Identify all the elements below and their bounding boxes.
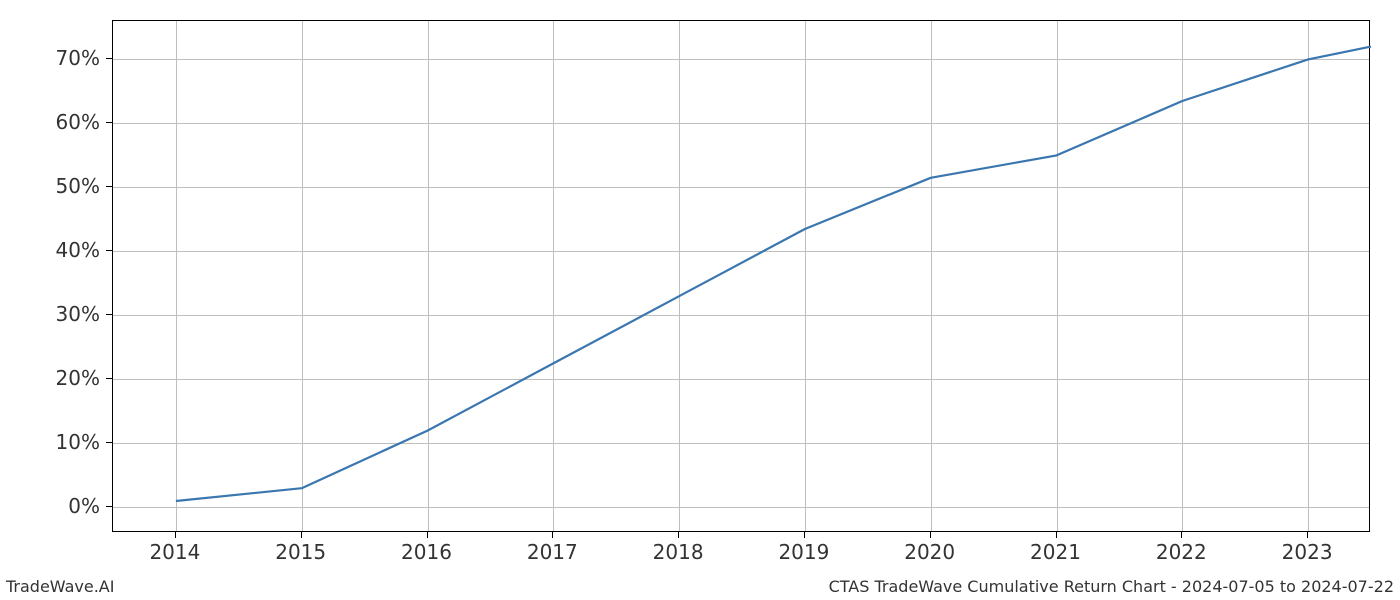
x-tick-label: 2016 bbox=[401, 540, 452, 564]
y-tick-mark bbox=[106, 122, 112, 123]
footer-caption: CTAS TradeWave Cumulative Return Chart -… bbox=[829, 577, 1394, 596]
x-tick-label: 2023 bbox=[1282, 540, 1333, 564]
series-line-cumulative-return bbox=[176, 47, 1371, 501]
y-tick-label: 10% bbox=[56, 430, 100, 454]
y-tick-mark bbox=[106, 250, 112, 251]
y-tick-mark bbox=[106, 442, 112, 443]
x-tick-mark bbox=[1307, 532, 1308, 538]
y-tick-label: 0% bbox=[68, 494, 100, 518]
x-tick-mark bbox=[552, 532, 553, 538]
y-tick-mark bbox=[106, 186, 112, 187]
y-tick-label: 30% bbox=[56, 302, 100, 326]
x-tick-label: 2022 bbox=[1156, 540, 1207, 564]
x-tick-label: 2014 bbox=[149, 540, 200, 564]
y-tick-label: 40% bbox=[56, 238, 100, 262]
x-tick-mark bbox=[930, 532, 931, 538]
x-tick-mark bbox=[175, 532, 176, 538]
x-tick-mark bbox=[1056, 532, 1057, 538]
x-tick-label: 2015 bbox=[275, 540, 326, 564]
y-tick-label: 20% bbox=[56, 366, 100, 390]
series-svg bbox=[113, 21, 1371, 533]
y-tick-mark bbox=[106, 58, 112, 59]
x-tick-mark bbox=[678, 532, 679, 538]
y-tick-label: 70% bbox=[56, 46, 100, 70]
y-tick-label: 50% bbox=[56, 174, 100, 198]
x-tick-mark bbox=[1181, 532, 1182, 538]
x-tick-mark bbox=[804, 532, 805, 538]
x-tick-mark bbox=[427, 532, 428, 538]
x-tick-label: 2018 bbox=[653, 540, 704, 564]
y-tick-mark bbox=[106, 314, 112, 315]
y-tick-mark bbox=[106, 378, 112, 379]
x-tick-label: 2019 bbox=[778, 540, 829, 564]
y-tick-label: 60% bbox=[56, 110, 100, 134]
y-tick-mark bbox=[106, 506, 112, 507]
plot-area bbox=[112, 20, 1370, 532]
x-tick-mark bbox=[301, 532, 302, 538]
x-tick-label: 2020 bbox=[904, 540, 955, 564]
x-tick-label: 2017 bbox=[527, 540, 578, 564]
footer-brand: TradeWave.AI bbox=[6, 577, 114, 596]
x-tick-label: 2021 bbox=[1030, 540, 1081, 564]
